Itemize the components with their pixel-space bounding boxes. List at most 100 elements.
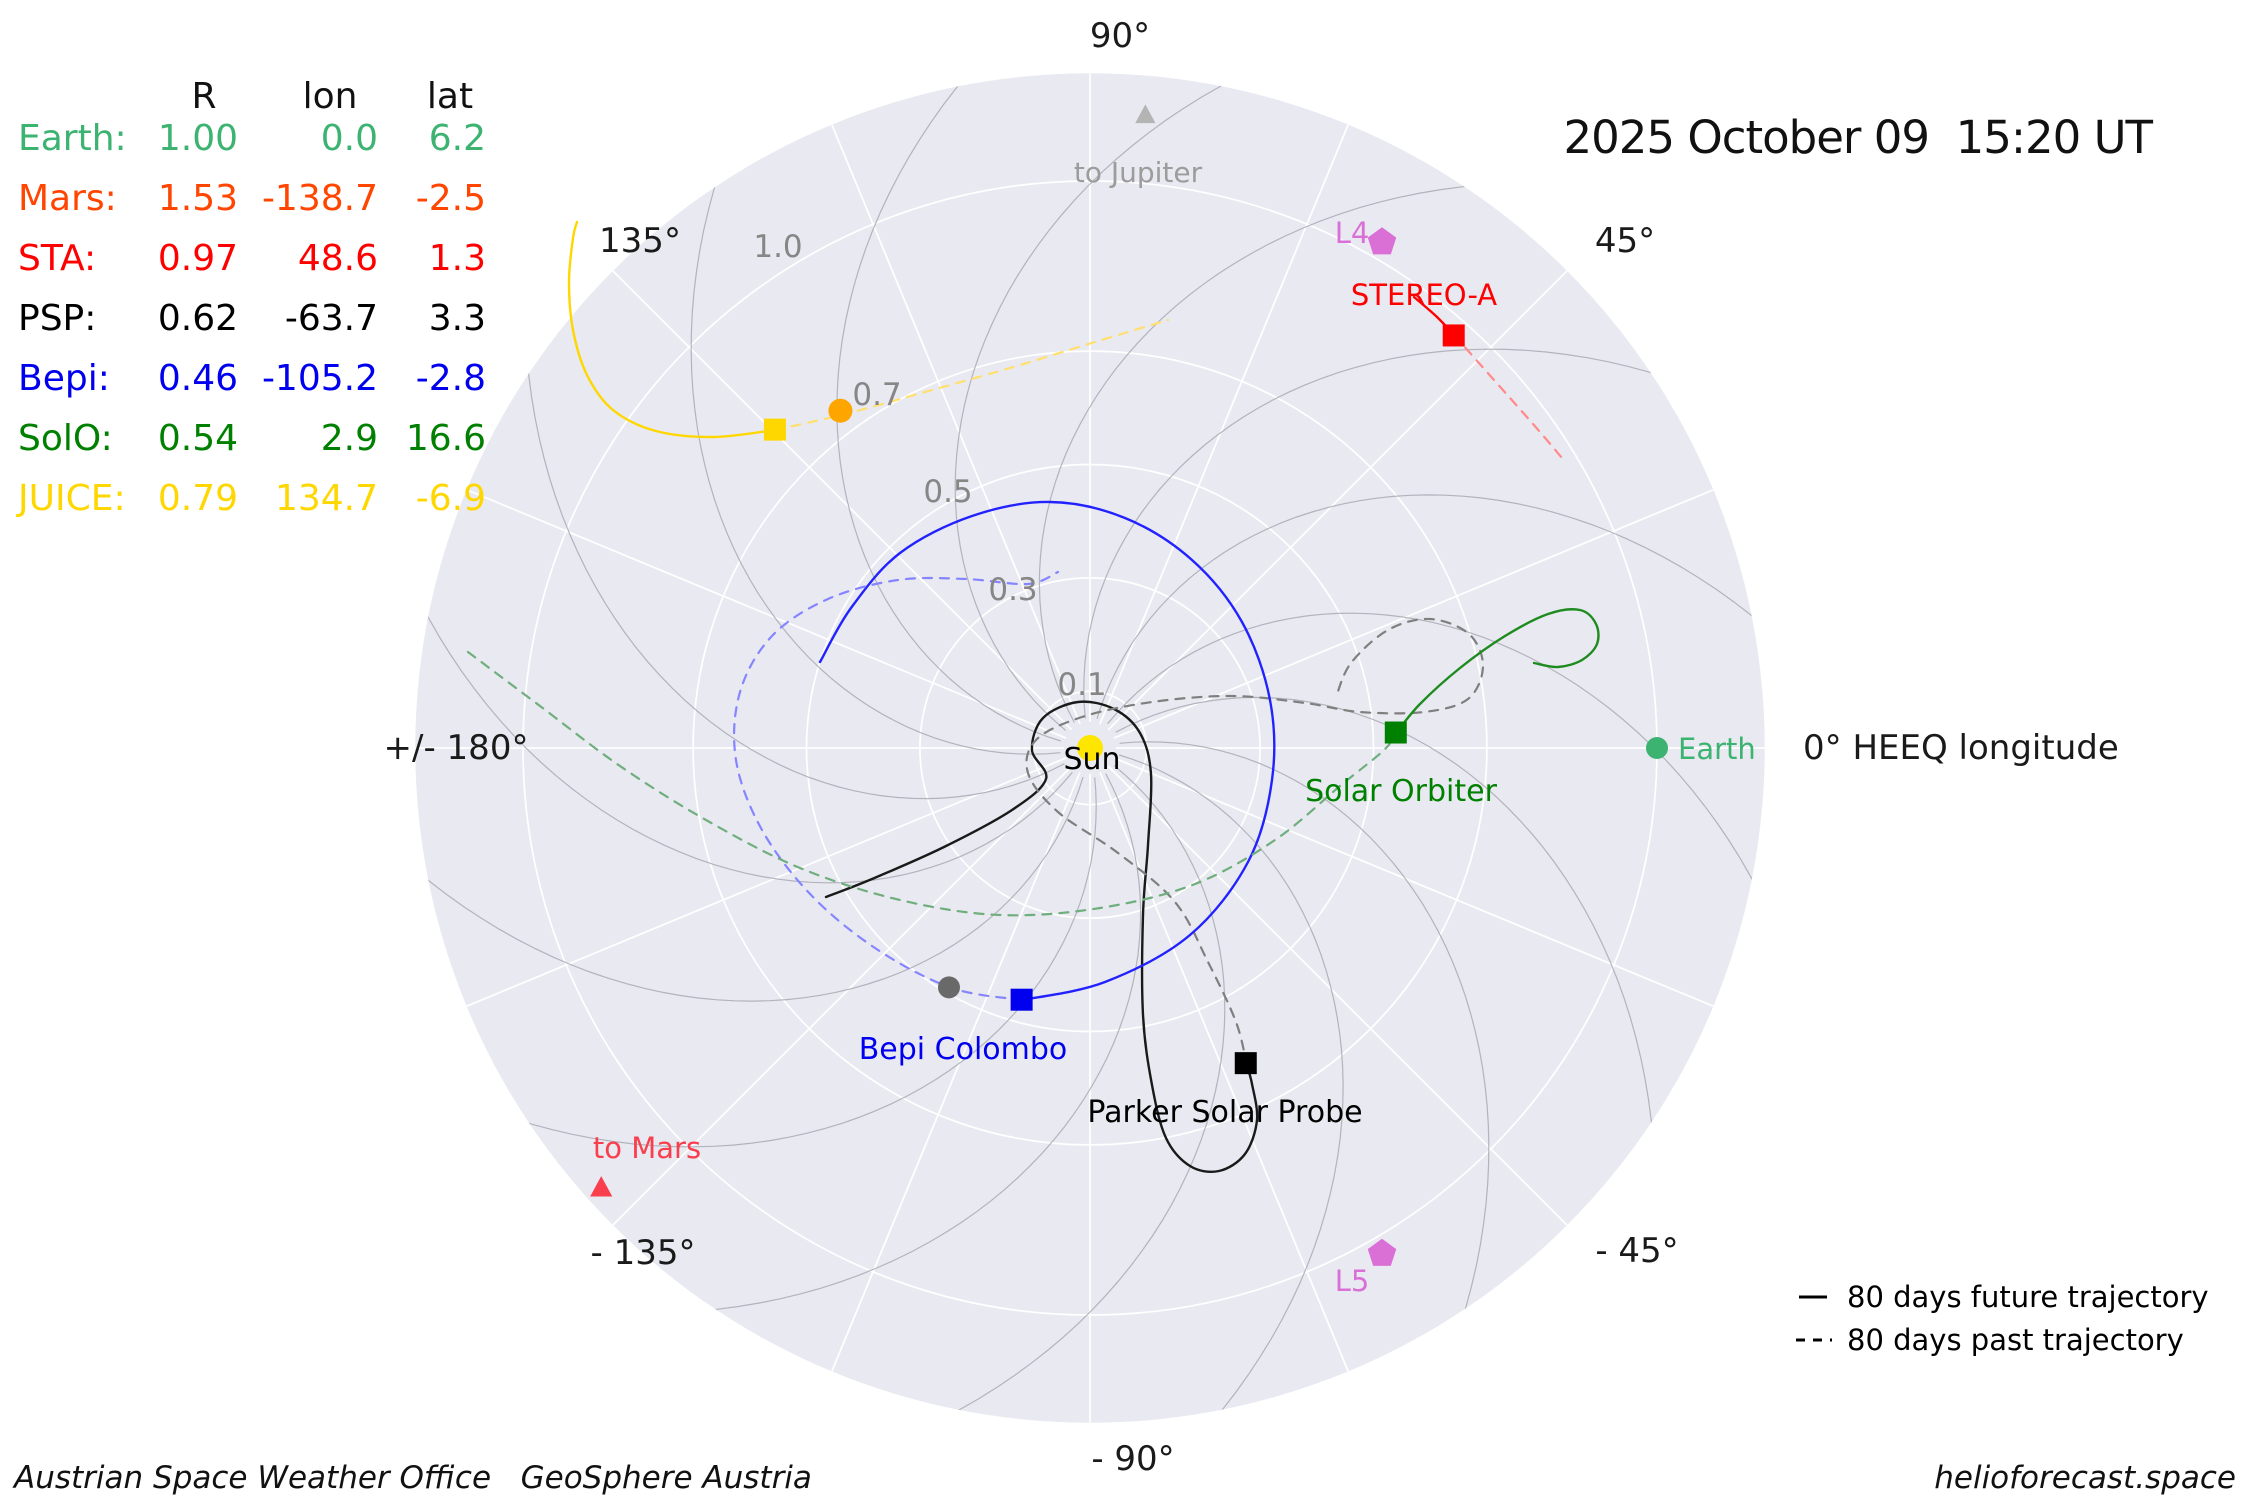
solo-marker [1384, 721, 1407, 744]
stereo-a-label: STEREO-A [1351, 278, 1497, 312]
psp-future-trajectory [824, 700, 1259, 1174]
legend-future-label: 80 days future trajectory [1847, 1280, 2209, 1314]
sun-marker [1077, 735, 1103, 761]
table-header-R: R [191, 76, 216, 117]
table-row-label: Earth: [18, 118, 127, 159]
solo-label: Solar Orbiter [1305, 774, 1498, 809]
table-row-lat: 3.3 [429, 298, 486, 339]
parker-spiral-line [1119, 741, 1490, 1329]
parker-spiral-layer [415, 73, 1765, 1423]
angle-label: - 45° [1595, 1231, 1678, 1271]
table-row-label: JUICE: [16, 478, 126, 519]
plot-title: 2025 October 09 15:20 UT [1564, 111, 2154, 164]
to-mars-marker [590, 1176, 613, 1197]
table-row-R: 0.79 [158, 478, 238, 519]
psp-past-trajectory [1025, 617, 1485, 1068]
parker-spiral-line [1115, 696, 1654, 1143]
table-row-R: 1.00 [158, 118, 238, 159]
grid-spoke [1107, 270, 1568, 731]
mercury-marker [937, 976, 960, 999]
bepi-marker [1010, 988, 1033, 1011]
parker-spiral-line [1107, 612, 1763, 898]
footer-org: Austrian Space Weather Office GeoSphere … [12, 1460, 812, 1496]
table-row-lon: 2.9 [321, 418, 378, 459]
grid-spoke [466, 757, 1067, 1007]
parker-spiral-line [695, 773, 1142, 1312]
table-row-label: PSP: [18, 298, 96, 339]
parker-spiral-line [940, 765, 1226, 1421]
solo-past-trajectory [466, 650, 1398, 917]
juice-future-trajectory [567, 220, 777, 439]
stereo-a-marker [1442, 324, 1465, 347]
to-jupiter-marker [1135, 104, 1156, 124]
earth-marker [1646, 737, 1668, 759]
sta-past-trajectory [1452, 333, 1564, 460]
table-header-lat: lat [427, 76, 473, 117]
l4-label: L4 [1335, 216, 1370, 250]
grid-spoke [612, 270, 1073, 731]
angle-label: 90° [1090, 16, 1150, 56]
earth-label: Earth [1678, 732, 1756, 766]
table-header-lon: lon [303, 76, 358, 117]
table-row-lon: -63.7 [285, 298, 378, 339]
table-row-lon: 134.7 [275, 478, 378, 519]
grid-spoke [612, 765, 1073, 1226]
parker-spiral-line [1119, 754, 1344, 1423]
grid-spoke [831, 124, 1081, 725]
solo-future-trajectory [1394, 608, 1600, 735]
table-row-lat: -6.9 [416, 478, 486, 519]
parker-spiral-line [1096, 494, 1765, 719]
table-row-R: 0.54 [158, 418, 238, 459]
angle-label: - 135° [591, 1233, 696, 1273]
table-row-lat: -2.8 [416, 358, 486, 399]
footer-site: helioforecast.space [1934, 1460, 2236, 1496]
parker-spiral-line [1038, 184, 1485, 723]
table-row-lon: 0.0 [321, 118, 378, 159]
grid-spoke [831, 771, 1081, 1372]
angle-label: 135° [599, 221, 681, 261]
parker-spiral-line [509, 777, 1097, 1148]
table-row-lon: 48.6 [298, 238, 378, 279]
to-mars-label: to Mars [593, 1131, 701, 1165]
table-row-R: 1.53 [158, 178, 238, 219]
bepi-past-trajectory [732, 570, 1060, 1002]
to-jupiter-label: to Jupiter [1074, 156, 1203, 189]
grid-spoke [466, 489, 1067, 739]
table-row-R: 0.46 [158, 358, 238, 399]
table-row-lat: 16.6 [406, 418, 486, 459]
angle-label: - 90° [1091, 1439, 1174, 1479]
sun-label: Sun [1063, 742, 1120, 777]
ring-label: 0.1 [1057, 667, 1106, 703]
grid-spoke [1113, 757, 1714, 1007]
psp-label: Parker Solar Probe [1087, 1095, 1362, 1130]
angle-label: 0° HEEQ longitude [1803, 728, 2119, 768]
ring-label: 0.7 [852, 377, 901, 413]
table-row-R: 0.62 [158, 298, 238, 339]
angle-label-layer: 90° 135° 45° +/- 180° 0° HEEQ longitude - 135… [384, 16, 2119, 1479]
table-row-label: Mars: [18, 178, 117, 219]
parker-spiral-line [954, 75, 1240, 731]
ring-label: 0.3 [988, 572, 1037, 608]
parker-spiral-line [690, 167, 1061, 755]
psp-marker [1234, 1052, 1257, 1075]
grid-spoke [1107, 765, 1568, 1226]
ring-label: 1.0 [753, 229, 802, 265]
ring-label-layer: 0.1 0.3 0.5 0.7 1.0 [753, 229, 1106, 703]
legend-past-label: 80 days past trajectory [1847, 1323, 2184, 1357]
trajectory-legend: 80 days future trajectory 80 days past t… [1796, 1280, 2209, 1357]
table-row-label: Bepi: [18, 358, 110, 399]
table-row-lon: -138.7 [262, 178, 378, 219]
grid-spoke [1099, 124, 1349, 725]
table-row-R: 0.97 [158, 238, 238, 279]
table-row-label: SolO: [18, 418, 113, 459]
parker-spiral-line [526, 353, 1065, 800]
venus-marker [828, 398, 853, 423]
l4-marker [1367, 227, 1397, 255]
polar-grid-layer [415, 73, 1765, 1423]
table-row-label: STA: [18, 238, 96, 279]
parker-spiral-line [836, 73, 1061, 742]
juice-marker [763, 418, 786, 441]
